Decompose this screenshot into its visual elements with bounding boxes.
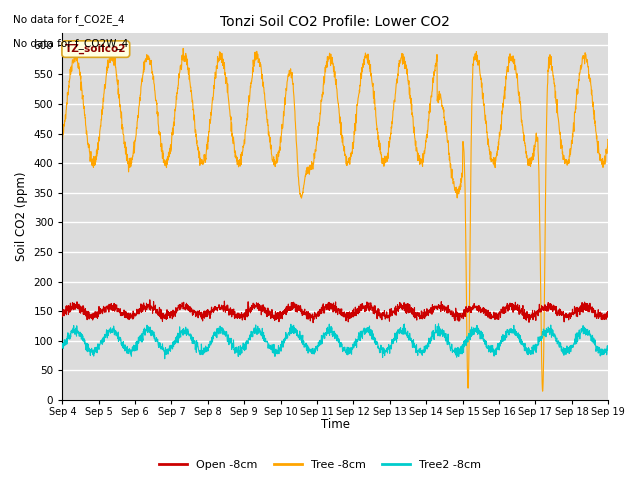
Text: No data for f_CO2E_4: No data for f_CO2E_4 [13, 14, 124, 25]
Text: TZ_soilco2: TZ_soilco2 [65, 44, 127, 54]
Text: No data for f_CO2W_4: No data for f_CO2W_4 [13, 38, 128, 49]
Y-axis label: Soil CO2 (ppm): Soil CO2 (ppm) [15, 172, 28, 261]
Legend: Open -8cm, Tree -8cm, Tree2 -8cm: Open -8cm, Tree -8cm, Tree2 -8cm [155, 456, 485, 474]
Title: Tonzi Soil CO2 Profile: Lower CO2: Tonzi Soil CO2 Profile: Lower CO2 [220, 15, 450, 29]
X-axis label: Time: Time [321, 419, 349, 432]
